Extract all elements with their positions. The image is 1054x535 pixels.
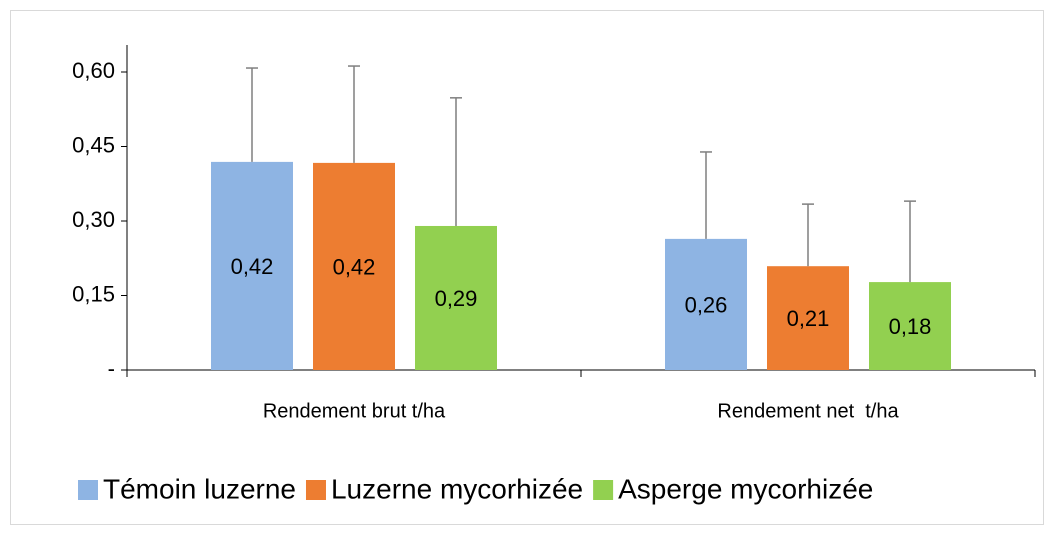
y-tick-label: 0,45 xyxy=(72,132,115,157)
legend-swatch xyxy=(305,480,326,500)
y-tick-label: 0,60 xyxy=(72,58,115,83)
data-label: 0,18 xyxy=(889,314,932,339)
y-tick-label: 0,15 xyxy=(72,281,115,306)
x-tick-label: Rendement brut t/ha xyxy=(263,400,446,422)
bar xyxy=(415,225,497,370)
legend-label: Asperge mycorhizée xyxy=(618,473,873,504)
legend-swatch xyxy=(78,480,98,500)
bar xyxy=(767,266,849,370)
bar xyxy=(869,282,951,370)
legend-label: Témoin luzerne xyxy=(103,473,296,504)
bar xyxy=(665,238,747,370)
data-label: 0,21 xyxy=(787,306,830,331)
chart-border xyxy=(10,10,1044,525)
y-tick-label: - xyxy=(108,356,115,381)
data-label: 0,42 xyxy=(333,254,376,279)
legend-swatch xyxy=(593,480,614,500)
data-label: 0,42 xyxy=(231,254,274,279)
data-label: 0,29 xyxy=(435,286,478,311)
bar xyxy=(313,162,395,370)
data-label: 0,26 xyxy=(685,292,728,317)
legend-label: Luzerne mycorhizée xyxy=(331,473,583,504)
x-tick-label: Rendement net t/ha xyxy=(717,400,899,422)
y-tick-label: 0,30 xyxy=(72,207,115,232)
bar xyxy=(211,161,293,370)
